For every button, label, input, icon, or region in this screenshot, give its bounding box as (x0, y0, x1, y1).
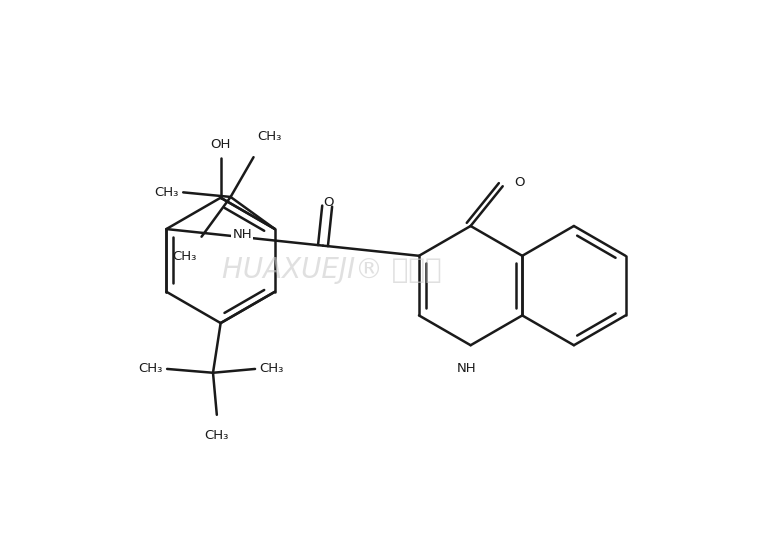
Text: HUAXUEJI® 化学加: HUAXUEJI® 化学加 (222, 257, 441, 285)
Text: CH₃: CH₃ (259, 362, 284, 376)
Text: O: O (514, 176, 524, 189)
Text: CH₃: CH₃ (172, 250, 197, 263)
Text: CH₃: CH₃ (205, 429, 229, 442)
Text: OH: OH (210, 138, 231, 151)
Text: CH₃: CH₃ (257, 130, 282, 143)
Text: CH₃: CH₃ (138, 362, 162, 376)
Text: NH: NH (233, 228, 252, 240)
Text: NH: NH (457, 362, 477, 375)
Text: CH₃: CH₃ (154, 186, 179, 199)
Text: O: O (323, 196, 334, 209)
